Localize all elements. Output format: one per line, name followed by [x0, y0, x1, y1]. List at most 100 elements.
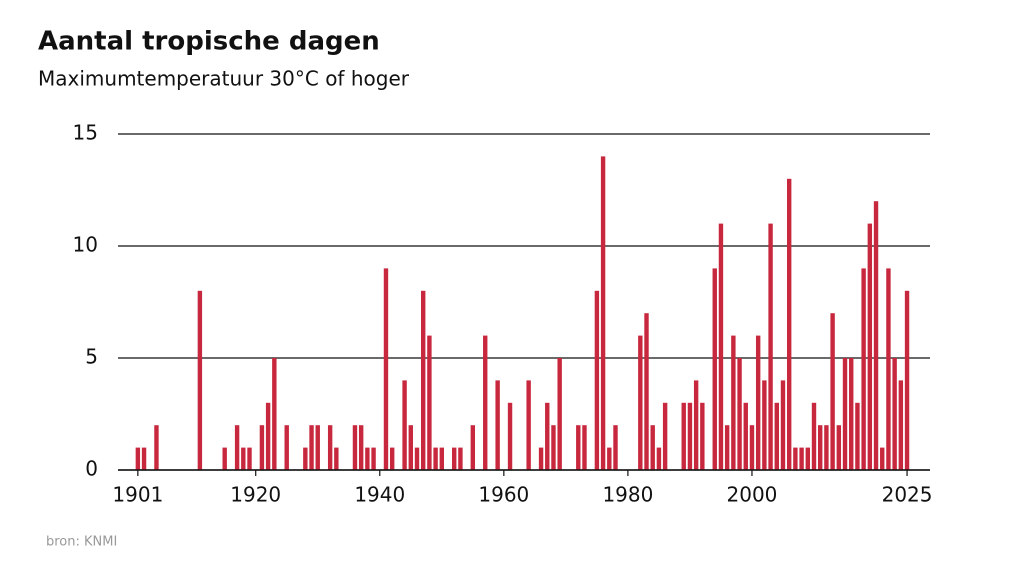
chart-subtitle: Maximumtemperatuur 30°C of hoger — [38, 67, 410, 91]
bar — [749, 425, 755, 470]
bar — [780, 380, 786, 470]
bar — [483, 335, 488, 470]
bar — [861, 268, 866, 470]
bar — [420, 290, 426, 470]
bar — [836, 425, 842, 470]
bar — [842, 358, 848, 470]
bar — [433, 447, 438, 470]
bar — [873, 201, 879, 470]
bar — [383, 268, 389, 470]
bar — [600, 156, 606, 470]
x-tick-label: 2000 — [727, 483, 778, 507]
bar — [638, 335, 643, 470]
bar — [662, 402, 668, 470]
bar — [644, 313, 649, 470]
bar — [880, 447, 885, 470]
bar — [557, 358, 562, 470]
bar — [358, 425, 364, 470]
bar — [774, 402, 779, 470]
bar — [768, 223, 773, 470]
y-tick-label: 10 — [73, 233, 98, 257]
bar — [892, 358, 897, 470]
bar — [265, 402, 271, 470]
bar — [898, 380, 904, 470]
bar — [799, 447, 804, 470]
bar — [247, 447, 252, 470]
bar — [259, 425, 265, 470]
bar — [755, 335, 761, 470]
bar — [824, 425, 829, 470]
bar — [904, 290, 910, 470]
bar — [867, 223, 873, 470]
bar — [352, 425, 358, 470]
bar — [197, 290, 203, 470]
bar — [303, 447, 308, 470]
bar — [811, 402, 817, 470]
bar — [272, 358, 277, 470]
source: bron: KNMI — [46, 535, 117, 550]
bar — [731, 335, 736, 470]
bar — [700, 402, 705, 470]
bar — [309, 425, 314, 470]
bar — [793, 447, 798, 470]
bar — [724, 425, 730, 470]
bar — [818, 425, 823, 470]
bar — [315, 425, 320, 470]
bar — [402, 380, 407, 470]
bar — [786, 178, 792, 471]
bar — [241, 447, 246, 470]
y-tick-label: 15 — [73, 121, 98, 145]
bar — [371, 447, 376, 470]
bar — [830, 313, 835, 470]
bar — [594, 290, 600, 470]
x-tick-label: 2025 — [882, 483, 933, 507]
bar — [507, 402, 513, 470]
bar — [365, 447, 370, 470]
bar — [607, 447, 612, 470]
x-tick-label: 1920 — [230, 483, 281, 507]
x-tick-label: 1960 — [478, 483, 529, 507]
bar — [613, 425, 618, 470]
bar — [408, 425, 413, 470]
bar — [135, 447, 141, 470]
bar — [334, 447, 339, 470]
bar — [656, 447, 662, 470]
bar — [389, 447, 395, 470]
bar — [545, 402, 550, 470]
bar — [650, 425, 655, 470]
bar — [886, 268, 891, 470]
bar — [743, 402, 748, 470]
bar — [439, 447, 445, 470]
bar — [681, 402, 686, 470]
x-tick-label: 1940 — [354, 483, 405, 507]
bar — [762, 380, 767, 470]
bar — [687, 402, 693, 470]
bar — [470, 425, 476, 470]
bar — [551, 425, 556, 470]
bar — [452, 447, 457, 470]
bar — [805, 447, 810, 470]
y-tick-label: 0 — [85, 457, 98, 481]
bar — [526, 380, 531, 470]
bar — [693, 380, 699, 470]
bar — [576, 425, 581, 470]
x-tick-label: 1980 — [602, 483, 653, 507]
bar — [427, 335, 432, 470]
bar — [458, 447, 463, 470]
bar — [718, 223, 724, 470]
bar — [154, 425, 159, 470]
bar — [582, 425, 587, 470]
bar — [284, 425, 289, 470]
bar — [855, 402, 860, 470]
bar — [141, 447, 147, 470]
bar — [222, 447, 227, 470]
x-tick-label: 1901 — [112, 483, 163, 507]
bar — [712, 268, 717, 470]
y-tick-label: 5 — [85, 345, 98, 369]
bar — [538, 447, 544, 470]
bar — [495, 380, 500, 470]
bar — [737, 358, 742, 470]
bar — [327, 425, 333, 470]
